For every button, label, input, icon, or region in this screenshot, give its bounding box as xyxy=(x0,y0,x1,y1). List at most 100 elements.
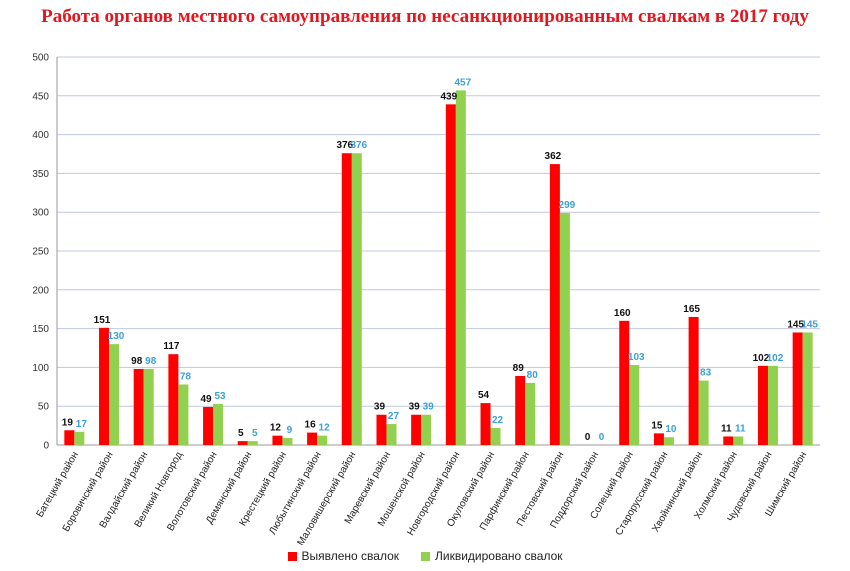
data-label-detected: 102 xyxy=(753,353,770,364)
y-tick-label: 350 xyxy=(32,169,49,180)
bar-liquidated xyxy=(421,414,432,445)
y-tick-label: 50 xyxy=(38,402,50,413)
chart-title: Работа органов местного самоуправления п… xyxy=(41,6,809,27)
y-tick-label: 400 xyxy=(32,130,49,141)
y-tick-label: 500 xyxy=(32,53,49,64)
bar-liquidated xyxy=(559,212,570,445)
data-label-detected: 160 xyxy=(614,308,631,319)
data-label-detected: 362 xyxy=(545,151,562,162)
y-tick-label: 450 xyxy=(32,91,49,102)
data-label-liquidated: 17 xyxy=(76,419,88,430)
data-label-detected: 165 xyxy=(683,304,700,315)
bar-detected xyxy=(168,354,179,445)
data-label-liquidated: 12 xyxy=(319,423,331,434)
data-label-liquidated: 130 xyxy=(108,331,125,342)
data-label-detected: 39 xyxy=(374,402,386,413)
bar-detected xyxy=(203,406,214,445)
bar-liquidated xyxy=(698,380,709,445)
data-label-detected: 151 xyxy=(94,315,111,326)
data-label-liquidated: 22 xyxy=(492,415,504,426)
data-label-detected: 16 xyxy=(305,420,317,431)
data-label-liquidated: 0 xyxy=(599,432,605,443)
bar-detected xyxy=(341,153,352,445)
bar-detected xyxy=(272,435,283,445)
bar-detected xyxy=(480,403,491,445)
legend: Выявлено свалок Ликвидировано свалок xyxy=(0,549,850,563)
data-label-detected: 5 xyxy=(238,428,244,439)
bar-liquidated xyxy=(74,431,85,445)
bar-liquidated xyxy=(767,365,778,445)
legend-label-liquidated: Ликвидировано свалок xyxy=(435,549,563,563)
bar-detected xyxy=(515,375,526,445)
data-label-liquidated: 103 xyxy=(628,352,645,363)
bar-detected xyxy=(549,164,560,445)
data-label-liquidated: 98 xyxy=(145,356,157,367)
data-label-liquidated: 78 xyxy=(180,371,192,382)
bar-detected xyxy=(411,414,422,445)
bar-liquidated xyxy=(178,384,189,445)
data-label-liquidated: 145 xyxy=(801,319,818,330)
bar-liquidated xyxy=(351,153,362,445)
y-tick-label: 0 xyxy=(43,441,49,452)
data-label-liquidated: 102 xyxy=(767,353,784,364)
data-label-detected: 439 xyxy=(440,91,457,102)
data-label-detected: 11 xyxy=(721,423,732,434)
y-tick-label: 100 xyxy=(32,363,49,374)
data-label-detected: 376 xyxy=(336,140,353,151)
bar-liquidated xyxy=(663,437,674,445)
data-label-liquidated: 39 xyxy=(423,402,435,413)
bar-detected xyxy=(64,430,75,445)
y-tick-label: 250 xyxy=(32,247,49,258)
y-tick-label: 200 xyxy=(32,285,49,296)
data-label-liquidated: 376 xyxy=(350,140,367,151)
data-label-liquidated: 53 xyxy=(215,391,227,402)
data-label-liquidated: 10 xyxy=(665,424,677,435)
bar-detected xyxy=(792,332,803,445)
bar-detected xyxy=(619,320,630,445)
data-label-detected: 89 xyxy=(513,363,525,374)
data-label-detected: 49 xyxy=(201,394,213,405)
data-label-liquidated: 27 xyxy=(388,411,400,422)
data-label-liquidated: 457 xyxy=(454,77,471,88)
bar-detected xyxy=(99,327,110,445)
data-label-liquidated: 299 xyxy=(559,200,576,211)
bar-detected xyxy=(653,433,664,445)
bar-liquidated xyxy=(213,403,224,445)
bar-liquidated xyxy=(282,438,293,445)
bar-liquidated xyxy=(525,382,536,445)
bar-detected xyxy=(237,441,248,445)
data-label-detected: 39 xyxy=(409,402,421,413)
bar-liquidated xyxy=(143,368,154,445)
data-label-liquidated: 83 xyxy=(700,368,712,379)
bar-liquidated xyxy=(386,424,397,445)
bar-detected xyxy=(376,414,387,445)
bar-liquidated xyxy=(109,344,120,445)
legend-label-detected: Выявлено свалок xyxy=(301,549,400,563)
data-label-detected: 98 xyxy=(131,356,143,367)
data-label-detected: 145 xyxy=(787,319,804,330)
data-label-detected: 15 xyxy=(651,420,663,431)
legend-item-detected: Выявлено свалок xyxy=(287,549,400,563)
data-label-detected: 0 xyxy=(585,432,591,443)
data-label-detected: 54 xyxy=(478,390,490,401)
legend-swatch-detected xyxy=(287,551,297,561)
bar-liquidated xyxy=(490,427,501,445)
bar-liquidated xyxy=(802,332,813,445)
bar-liquidated xyxy=(455,90,466,446)
data-label-liquidated: 9 xyxy=(287,425,293,436)
bar-liquidated xyxy=(733,436,744,445)
data-label-detected: 117 xyxy=(163,341,180,352)
bar-liquidated xyxy=(629,365,640,445)
bar-detected xyxy=(723,436,734,445)
data-label-liquidated: 80 xyxy=(527,370,539,381)
y-tick-label: 300 xyxy=(32,208,49,219)
data-label-liquidated: 5 xyxy=(252,428,258,439)
bar-liquidated xyxy=(317,435,328,445)
bar-detected xyxy=(307,432,318,445)
legend-swatch-liquidated xyxy=(421,551,431,561)
bar-detected xyxy=(688,316,699,445)
bar-detected xyxy=(133,368,144,445)
